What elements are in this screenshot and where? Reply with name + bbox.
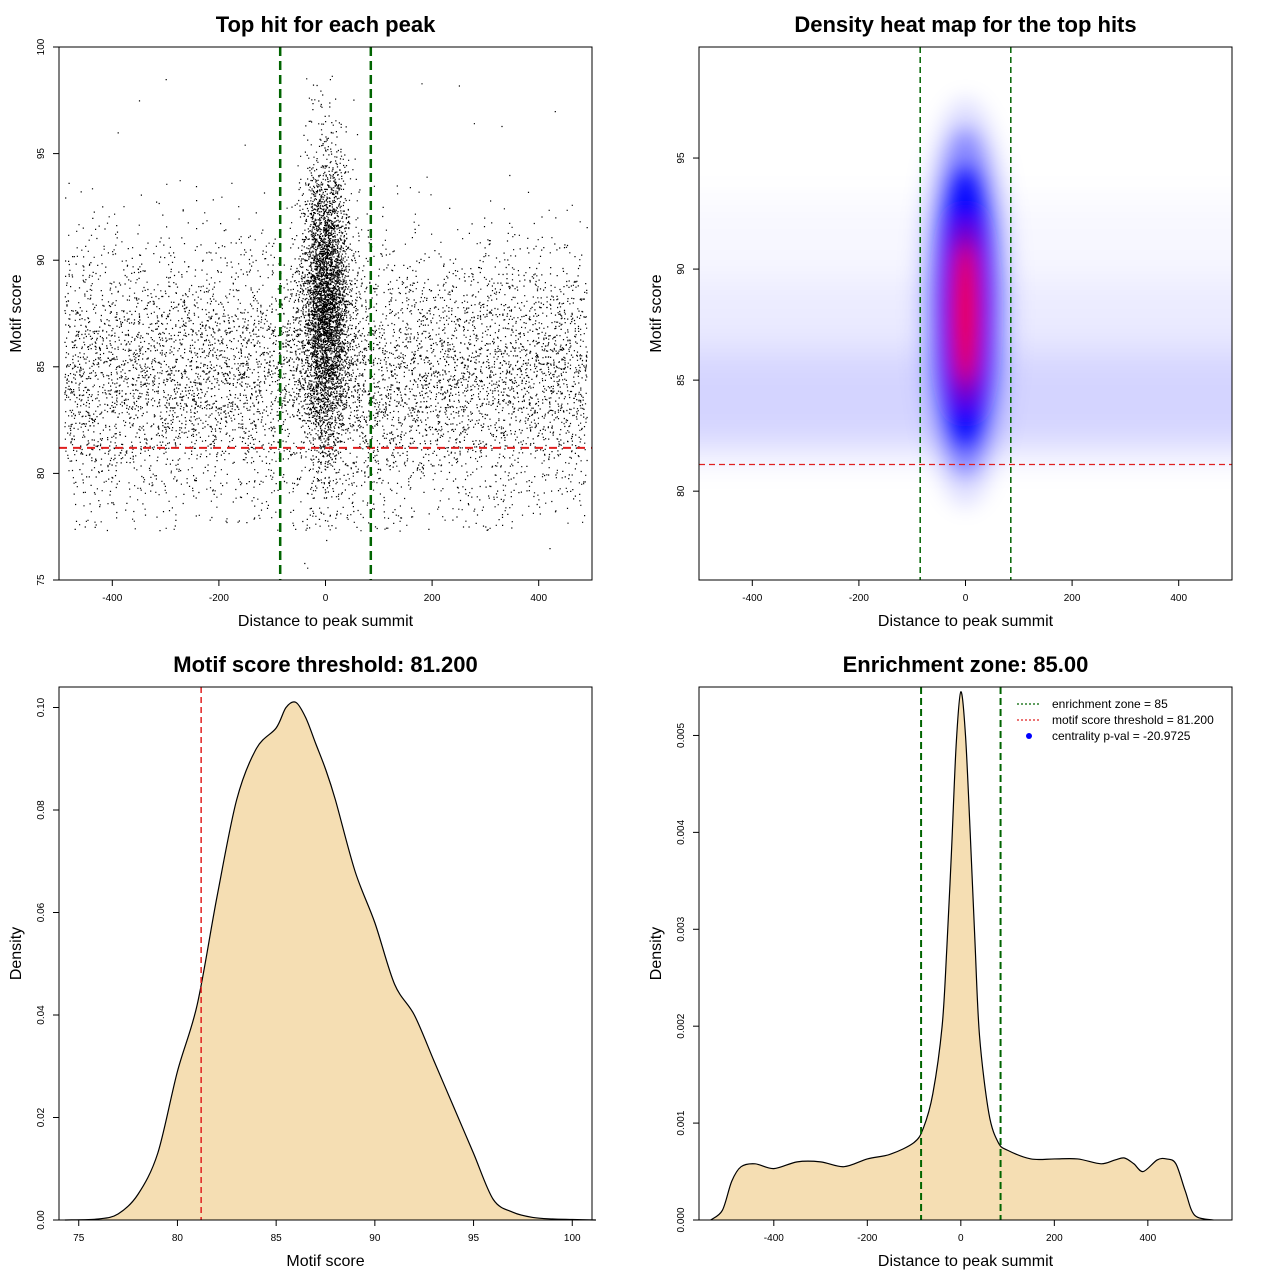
y-axis-label: Motif score [8,274,25,352]
y-tick-label: 0.001 [676,1110,687,1135]
x-tick-label: 80 [172,1233,184,1244]
y-tick-label: 85 [36,361,47,373]
y-tick-label: 0.06 [36,902,47,922]
y-tick-label: 0.08 [36,800,47,820]
x-axis-label: Distance to peak summit [878,1253,1054,1270]
density-curve [710,691,1214,1221]
x-tick-label: 200 [1046,1233,1063,1244]
y-tick-label: 80 [36,467,47,479]
plot-frame [698,686,1233,1221]
legend: enrichment zone = 85 motif score threshol… [1017,697,1214,743]
scatter-points [64,75,588,569]
plot-frame [698,46,1233,581]
y-tick-label: 0.004 [676,819,687,844]
x-tick-label: -200 [857,1233,877,1244]
legend-dot-marker [1026,733,1032,739]
y-tick-label: 80 [676,485,687,497]
y-tick-label: 95 [676,152,687,164]
chart-title: Density heat map for the top hits [794,12,1136,37]
x-tick-label: -400 [102,593,122,604]
y-tick-label: 90 [676,263,687,275]
x-tick-label: 200 [424,593,441,604]
distance-density-panel: Enrichment zone: 85.00 Distance to peak s… [648,652,1233,1270]
x-tick-label: 85 [271,1233,283,1244]
y-tick-label: 0.005 [676,723,687,748]
chart-title: Motif score threshold: 81.200 [173,652,477,677]
y-tick-label: 75 [36,574,47,586]
y-tick-label: 100 [36,38,47,55]
x-tick-label: 200 [1064,593,1081,604]
x-axis-label: Distance to peak summit [878,613,1054,630]
x-tick-label: 0 [958,1233,964,1244]
y-tick-label: 0.002 [676,1013,687,1038]
x-axis-label: Motif score [286,1253,364,1270]
x-tick-label: -400 [742,593,762,604]
y-tick-label: 85 [676,374,687,386]
x-tick-label: 75 [73,1233,85,1244]
heatmap-hotspot [915,97,1016,508]
y-tick-label: 0.10 [36,697,47,717]
chart-title: Enrichment zone: 85.00 [843,652,1089,677]
plot-frame [58,46,593,581]
y-axis-label: Density [8,927,25,980]
y-tick-label: 95 [36,148,47,160]
x-tick-label: 100 [564,1233,581,1244]
x-tick-label: 0 [963,593,969,604]
legend-label: centrality p-val = -20.9725 [1052,729,1191,743]
legend-label: motif score threshold = 81.200 [1052,713,1214,727]
density-area [710,691,1214,1220]
density-curve [64,701,596,1221]
x-tick-label: 95 [468,1233,480,1244]
scatter-point [64,75,588,569]
x-tick-label: -200 [849,593,869,604]
x-tick-label: 400 [1170,593,1187,604]
x-tick-label: 90 [369,1233,381,1244]
y-tick-label: 0.003 [676,916,687,941]
density-area [64,701,596,1220]
y-axis-label: Density [648,927,665,980]
y-tick-label: 90 [36,254,47,266]
y-tick-label: 0.02 [36,1107,47,1127]
x-tick-label: -200 [209,593,229,604]
scatter-panel: Top hit for each peak Distance to peak su… [8,12,593,630]
y-tick-label: 0.000 [676,1207,687,1232]
legend-label: enrichment zone = 85 [1052,697,1168,711]
x-tick-label: 400 [530,593,547,604]
x-tick-label: -400 [764,1233,784,1244]
x-axis-label: Distance to peak summit [238,613,414,630]
x-tick-label: 400 [1139,1233,1156,1244]
score-density-panel: Motif score threshold: 81.200 Motif score… [8,652,596,1270]
y-tick-label: 0.04 [36,1005,47,1025]
x-tick-label: 0 [323,593,329,604]
plot-frame [58,686,593,1221]
heatmap-layer [699,47,1232,580]
heatmap-panel: Density heat map for the top hits Distanc… [648,12,1233,630]
y-tick-label: 0.00 [36,1210,47,1230]
chart-title: Top hit for each peak [216,12,436,37]
hotspot-core [955,243,976,384]
y-axis-label: Motif score [648,274,665,352]
